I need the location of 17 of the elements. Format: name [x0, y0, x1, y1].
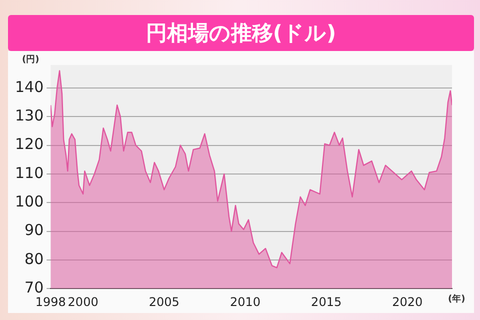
- x-tick-label: 2005: [148, 294, 180, 309]
- y-tick-label: 80: [24, 250, 44, 268]
- y-tick-label: 130: [14, 106, 44, 124]
- chart-title: 円相場の推移(ドル): [8, 15, 474, 51]
- y-axis-title: (円): [22, 54, 40, 65]
- x-tick-label: 2010: [230, 294, 261, 309]
- x-tick-label: 2015: [311, 294, 342, 309]
- x-tick-label: 2020: [392, 294, 423, 309]
- y-tick-label: 100: [14, 192, 44, 210]
- y-tick-label: 70: [24, 278, 44, 296]
- x-tick-label: 2000: [68, 294, 98, 309]
- y-tick-label: 120: [14, 135, 44, 154]
- y-tick-label: 140: [14, 78, 44, 96]
- y-tick-label: 110: [14, 164, 44, 182]
- x-axis-title: (年): [448, 293, 466, 304]
- x-tick-label: 1998: [35, 294, 66, 309]
- y-tick-label: 90: [24, 221, 44, 240]
